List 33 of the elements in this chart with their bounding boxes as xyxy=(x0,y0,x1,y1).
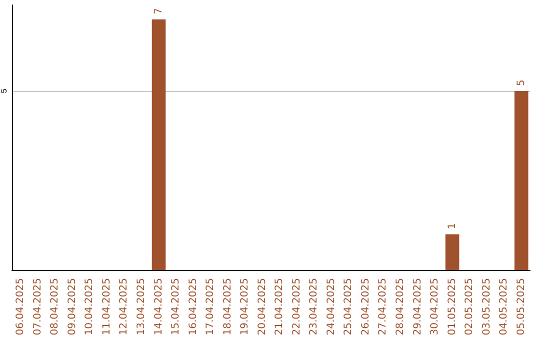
x-tick-label: 06.04.2025 xyxy=(15,278,26,336)
x-tick-label: 27.04.2025 xyxy=(378,278,389,336)
x-tick-label: 07.04.2025 xyxy=(32,278,44,336)
x-tick-label: 12.04.2025 xyxy=(118,278,130,336)
x-tick-label: 14.04.2025 xyxy=(153,278,164,336)
x-tick-label: 15.04.2025 xyxy=(170,278,182,336)
x-tick-label: 19.04.2025 xyxy=(240,278,251,336)
x-tick-label: 26.04.2025 xyxy=(360,278,372,336)
x-tick-label: 28.04.2025 xyxy=(395,278,406,336)
x-tick-label: 25.04.2025 xyxy=(343,278,354,336)
data-label: 5 xyxy=(516,80,527,86)
x-tick-label: 04.05.2025 xyxy=(498,278,510,336)
x-tick-label: 20.04.2025 xyxy=(256,278,268,336)
x-tick-label: 17.04.2025 xyxy=(205,278,216,336)
x-tick-label: 29.04.2025 xyxy=(412,278,424,336)
x-tick-label: 09.04.2025 xyxy=(66,278,78,336)
x-tick-label: 16.04.2025 xyxy=(188,278,199,336)
x-tick-label: 23.04.2025 xyxy=(308,278,320,336)
x-tick-label: 05.05.2025 xyxy=(516,278,527,336)
data-label: 7 xyxy=(153,8,164,14)
x-tick-label: 01.05.2025 xyxy=(446,278,458,336)
x-tick-label: 30.04.2025 xyxy=(430,278,441,336)
x-tick-label: 10.04.2025 xyxy=(84,278,96,336)
x-tick-label: 08.04.2025 xyxy=(50,278,61,336)
x-tick-label: 11.04.2025 xyxy=(101,278,112,336)
x-tick-label: 22.04.2025 xyxy=(291,278,302,336)
x-tick-label: 21.04.2025 xyxy=(274,278,286,336)
x-tick-label: 03.05.2025 xyxy=(481,278,492,336)
x-tick-label: 18.04.2025 xyxy=(222,278,234,336)
x-tick-label: 02.05.2025 xyxy=(464,278,476,336)
x-tick-label: 13.04.2025 xyxy=(136,278,147,336)
x-tick-label: 24.04.2025 xyxy=(326,278,337,336)
data-label: 1 xyxy=(446,222,458,230)
